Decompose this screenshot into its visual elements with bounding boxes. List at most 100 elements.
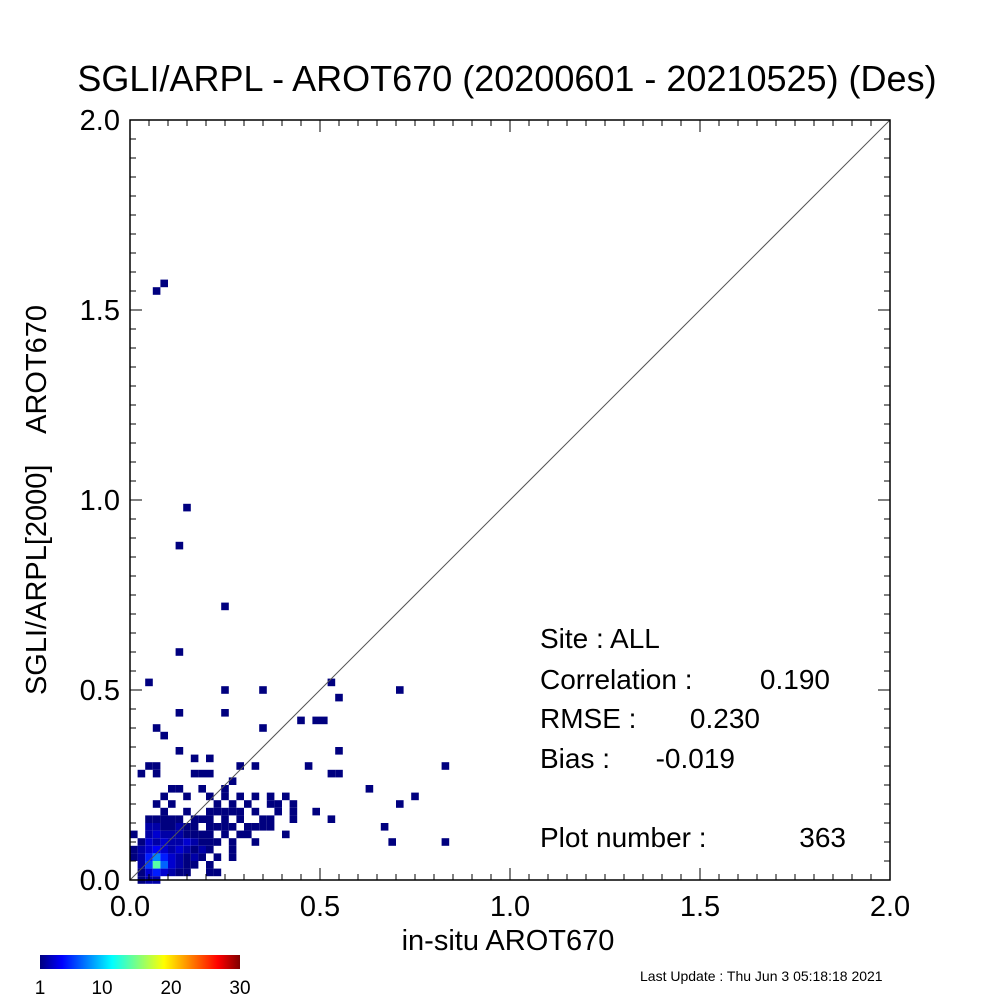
density-bin bbox=[228, 823, 237, 831]
density-bin bbox=[175, 861, 184, 869]
density-bin bbox=[304, 762, 313, 770]
density-bin bbox=[145, 845, 153, 854]
y-tick-label: 1.0 bbox=[80, 485, 120, 517]
x-tick-label: 0.5 bbox=[300, 891, 340, 923]
density-bin bbox=[160, 830, 168, 839]
density-bin bbox=[327, 678, 336, 687]
density-bin bbox=[152, 838, 161, 846]
rmse-label: RMSE : bbox=[540, 703, 636, 734]
density-bin bbox=[190, 769, 199, 778]
density-bin bbox=[183, 830, 191, 839]
density-bin bbox=[244, 823, 252, 831]
density-bin bbox=[183, 792, 191, 801]
density-bin bbox=[228, 853, 237, 861]
density-bin bbox=[190, 815, 199, 823]
density-bin bbox=[213, 807, 222, 816]
density-bin bbox=[327, 815, 336, 823]
y-tick-label: 2.0 bbox=[80, 105, 120, 137]
density-bin bbox=[183, 503, 191, 512]
density-bin bbox=[289, 800, 298, 808]
density-bin bbox=[190, 838, 199, 846]
density-bin bbox=[198, 853, 206, 861]
density-bin bbox=[190, 845, 199, 854]
density-bin bbox=[206, 815, 214, 823]
density-bin bbox=[221, 792, 229, 801]
density-bin bbox=[198, 838, 206, 846]
density-bin bbox=[130, 853, 138, 861]
density-bin bbox=[335, 769, 343, 778]
density-bin bbox=[206, 861, 214, 869]
density-bin bbox=[175, 541, 184, 550]
density-bin bbox=[160, 845, 168, 854]
density-bin bbox=[168, 830, 176, 839]
density-bin bbox=[312, 716, 320, 725]
density-bin bbox=[160, 861, 168, 869]
stats-panel: Site : ALL Correlation : 0.190 RMSE : 0.… bbox=[540, 623, 846, 853]
density-bin bbox=[274, 800, 282, 808]
density-bin bbox=[145, 868, 153, 877]
colorbar-tick-label: 20 bbox=[160, 978, 181, 999]
density-bin bbox=[175, 815, 184, 823]
density-bin bbox=[228, 838, 237, 846]
x-tick-label: 1.5 bbox=[680, 891, 720, 923]
density-bin bbox=[160, 853, 168, 861]
density-bin bbox=[251, 838, 260, 846]
density-bin bbox=[259, 823, 267, 831]
bias-value: -0.019 bbox=[656, 743, 735, 774]
y-axis-label: SGLI/ARPL[2000] AROT670 bbox=[21, 305, 53, 695]
density-bin bbox=[160, 279, 168, 288]
site-label: Site : ALL bbox=[540, 623, 660, 654]
one-to-one-line bbox=[129, 119, 891, 881]
density-bin bbox=[160, 823, 168, 831]
density-bin bbox=[175, 747, 184, 755]
density-bin bbox=[327, 769, 336, 778]
colorbar-labels: 1 10 20 30 bbox=[35, 978, 251, 999]
colorbar-tick-label: 30 bbox=[229, 978, 250, 999]
density-bin bbox=[236, 807, 244, 816]
axis-ticks bbox=[129, 119, 891, 881]
density-bin bbox=[206, 830, 214, 839]
density-bin bbox=[175, 823, 184, 831]
density-bin bbox=[190, 754, 199, 763]
plot-number-value: 363 bbox=[799, 822, 846, 853]
density-bin bbox=[221, 785, 229, 793]
density-bin bbox=[282, 830, 290, 839]
density-bin bbox=[145, 861, 153, 869]
density-bin bbox=[221, 830, 229, 839]
density-bin bbox=[221, 686, 229, 694]
density-bin bbox=[145, 678, 153, 687]
density-bin bbox=[251, 807, 260, 816]
density-bin bbox=[259, 724, 267, 732]
density-bin bbox=[152, 769, 161, 778]
density-bin bbox=[137, 845, 146, 854]
density-bin bbox=[251, 823, 260, 831]
density-bin bbox=[137, 868, 146, 877]
density-bin bbox=[213, 838, 222, 846]
density-bin bbox=[266, 815, 275, 823]
density-bin bbox=[152, 868, 161, 877]
density-bin bbox=[137, 853, 146, 861]
density-bin bbox=[312, 807, 320, 816]
density-bin bbox=[152, 830, 161, 839]
density-bin bbox=[236, 762, 244, 770]
x-tick-label: 0.0 bbox=[110, 891, 150, 923]
density-bin bbox=[183, 823, 191, 831]
density-bin bbox=[160, 838, 168, 846]
chart-title: SGLI/ARPL - AROT670 (20200601 - 20210525… bbox=[77, 58, 936, 99]
density-bin bbox=[206, 807, 214, 816]
correlation-value: 0.190 bbox=[760, 664, 830, 695]
density-bin bbox=[244, 800, 252, 808]
density-bin bbox=[441, 838, 450, 846]
x-tick-label: 2.0 bbox=[870, 891, 910, 923]
density-bin bbox=[183, 845, 191, 854]
density-bin bbox=[236, 815, 244, 823]
correlation-label: Correlation : bbox=[540, 664, 693, 695]
density-bin bbox=[160, 731, 168, 740]
density-bin bbox=[206, 845, 214, 854]
density-bin bbox=[365, 785, 374, 793]
density-bin bbox=[152, 815, 161, 823]
density-bin bbox=[190, 823, 199, 831]
density-bin bbox=[175, 648, 184, 656]
density-bin bbox=[152, 823, 161, 831]
density-bin bbox=[152, 853, 161, 861]
